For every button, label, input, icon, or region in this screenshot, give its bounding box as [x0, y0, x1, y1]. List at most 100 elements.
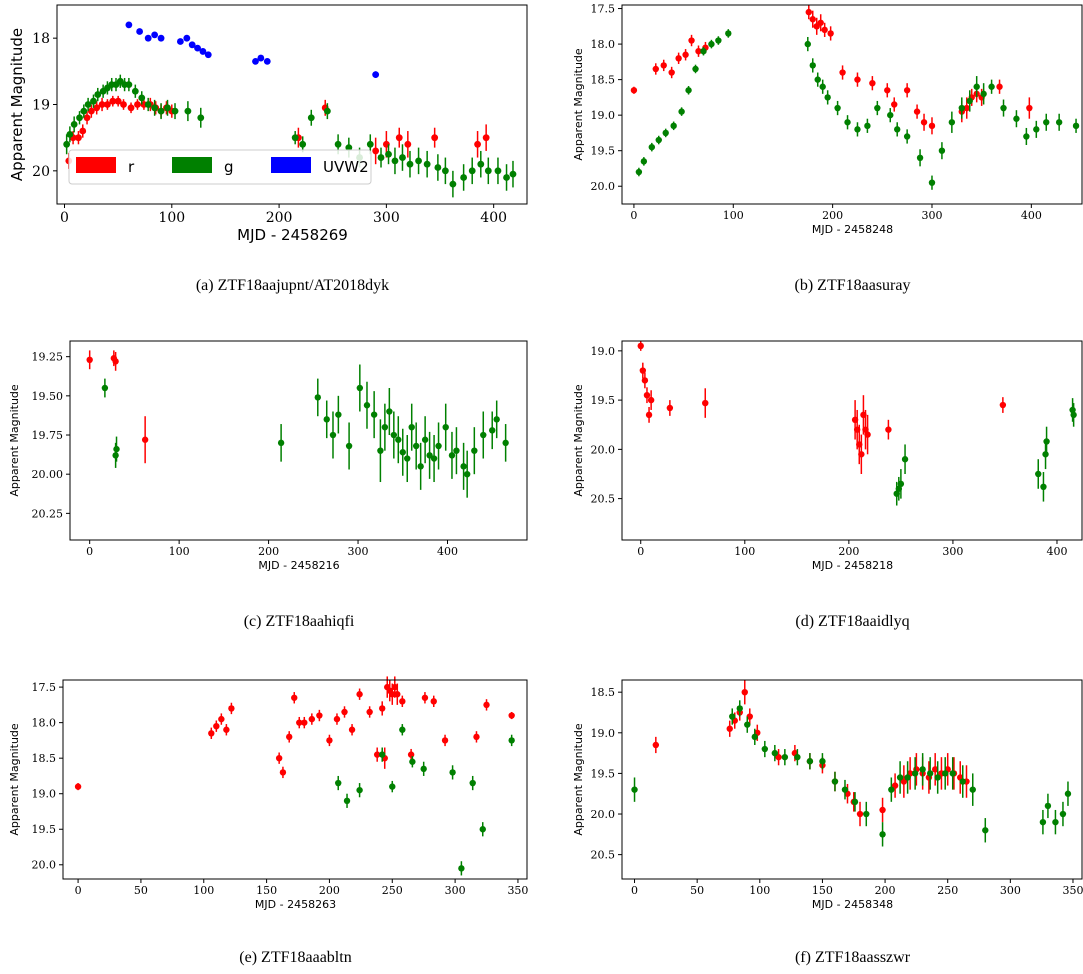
x-tick-label: 400	[1046, 545, 1067, 558]
data-point	[1070, 411, 1077, 419]
data-point	[643, 391, 651, 399]
data-point	[631, 786, 638, 793]
data-point	[188, 41, 196, 49]
x-tick-label: 200	[319, 884, 340, 897]
data-point	[291, 694, 298, 701]
data-point	[1052, 818, 1059, 826]
data-point	[660, 62, 667, 69]
data-point	[208, 730, 215, 737]
data-point	[441, 737, 449, 744]
data-point	[120, 101, 127, 108]
x-tick-label: 0	[60, 210, 69, 226]
data-point	[926, 770, 934, 777]
y-axis-label: Apparent Magnitude	[572, 723, 585, 836]
data-point	[963, 104, 970, 112]
data-point	[648, 143, 656, 151]
data-point	[70, 121, 78, 128]
data-point	[948, 119, 956, 126]
data-point	[184, 107, 192, 115]
y-tick-label: 20.5	[591, 493, 616, 506]
data-point	[390, 431, 398, 439]
data-point	[1072, 122, 1080, 130]
legend-swatch-g	[172, 157, 212, 173]
y-tick-label: 19.0	[591, 345, 616, 358]
data-point	[409, 758, 416, 765]
data-point	[854, 126, 861, 133]
data-point	[316, 712, 323, 719]
panel-1: 0 100 200 300 400 17.5 18.0 18.5 19.0 19.5 20.0 MJD…	[572, 3, 1083, 294]
data-point	[482, 134, 490, 142]
y-tick-label: 20.5	[591, 849, 616, 862]
data-point	[751, 733, 758, 741]
x-tick-label: 300	[942, 545, 963, 558]
data-point	[864, 431, 871, 438]
data-point	[430, 455, 438, 462]
data-point	[460, 463, 467, 470]
legend-label-UVW2: UVW2	[323, 158, 369, 176]
data-point	[474, 140, 481, 148]
data-point	[408, 423, 415, 431]
data-point	[904, 774, 911, 781]
data-point	[112, 358, 119, 365]
data-point	[366, 140, 374, 148]
y-tick-label: 20.0	[32, 859, 57, 872]
data-point	[377, 447, 384, 454]
data-point	[897, 480, 905, 488]
data-point	[308, 715, 316, 723]
data-point	[771, 749, 779, 757]
data-point	[494, 167, 502, 175]
data-point	[101, 384, 109, 392]
x-tick-label: 0	[631, 884, 638, 897]
x-tick-label: 300	[445, 884, 466, 897]
data-point	[87, 107, 95, 115]
data-point	[218, 715, 225, 723]
data-point	[834, 104, 841, 112]
y-tick-label: 19	[32, 98, 50, 114]
data-point	[301, 719, 308, 726]
data-point	[136, 28, 144, 35]
data-point	[894, 126, 901, 133]
data-point	[856, 810, 864, 818]
data-point	[934, 774, 941, 781]
data-point	[334, 140, 342, 148]
data-point	[395, 436, 402, 443]
data-point	[356, 691, 363, 698]
data-point	[725, 30, 732, 37]
data-point	[640, 158, 648, 165]
data-point	[389, 783, 396, 790]
data-point	[431, 134, 439, 142]
data-point	[700, 47, 707, 55]
x-tick-label: 300	[921, 209, 942, 222]
data-point	[736, 705, 743, 712]
data-point	[381, 423, 389, 431]
data-point	[746, 713, 753, 720]
data-point	[386, 408, 393, 415]
data-point	[896, 774, 904, 781]
data-point	[223, 726, 230, 733]
data-point	[966, 97, 973, 105]
x-tick-label: 0	[86, 545, 93, 558]
data-point	[887, 111, 894, 119]
data-point	[257, 54, 265, 62]
data-point	[391, 157, 399, 165]
data-point	[639, 367, 647, 374]
data-point	[141, 436, 149, 443]
data-point	[1044, 802, 1052, 810]
data-point	[79, 127, 87, 135]
x-tick-label: 100	[734, 545, 755, 558]
x-tick-label: 250	[937, 884, 958, 897]
data-point	[900, 778, 908, 785]
x-tick-label: 0	[75, 884, 82, 897]
data-point	[394, 691, 401, 698]
data-point	[326, 737, 333, 744]
data-point	[385, 150, 392, 158]
x-tick-label: 50	[134, 884, 148, 897]
data-point	[668, 69, 675, 76]
data-point	[84, 101, 92, 108]
data-point	[806, 758, 814, 765]
data-point	[307, 114, 315, 122]
x-tick-label: 100	[723, 209, 744, 222]
data-point	[430, 698, 437, 705]
x-tick-label: 200	[822, 209, 843, 222]
